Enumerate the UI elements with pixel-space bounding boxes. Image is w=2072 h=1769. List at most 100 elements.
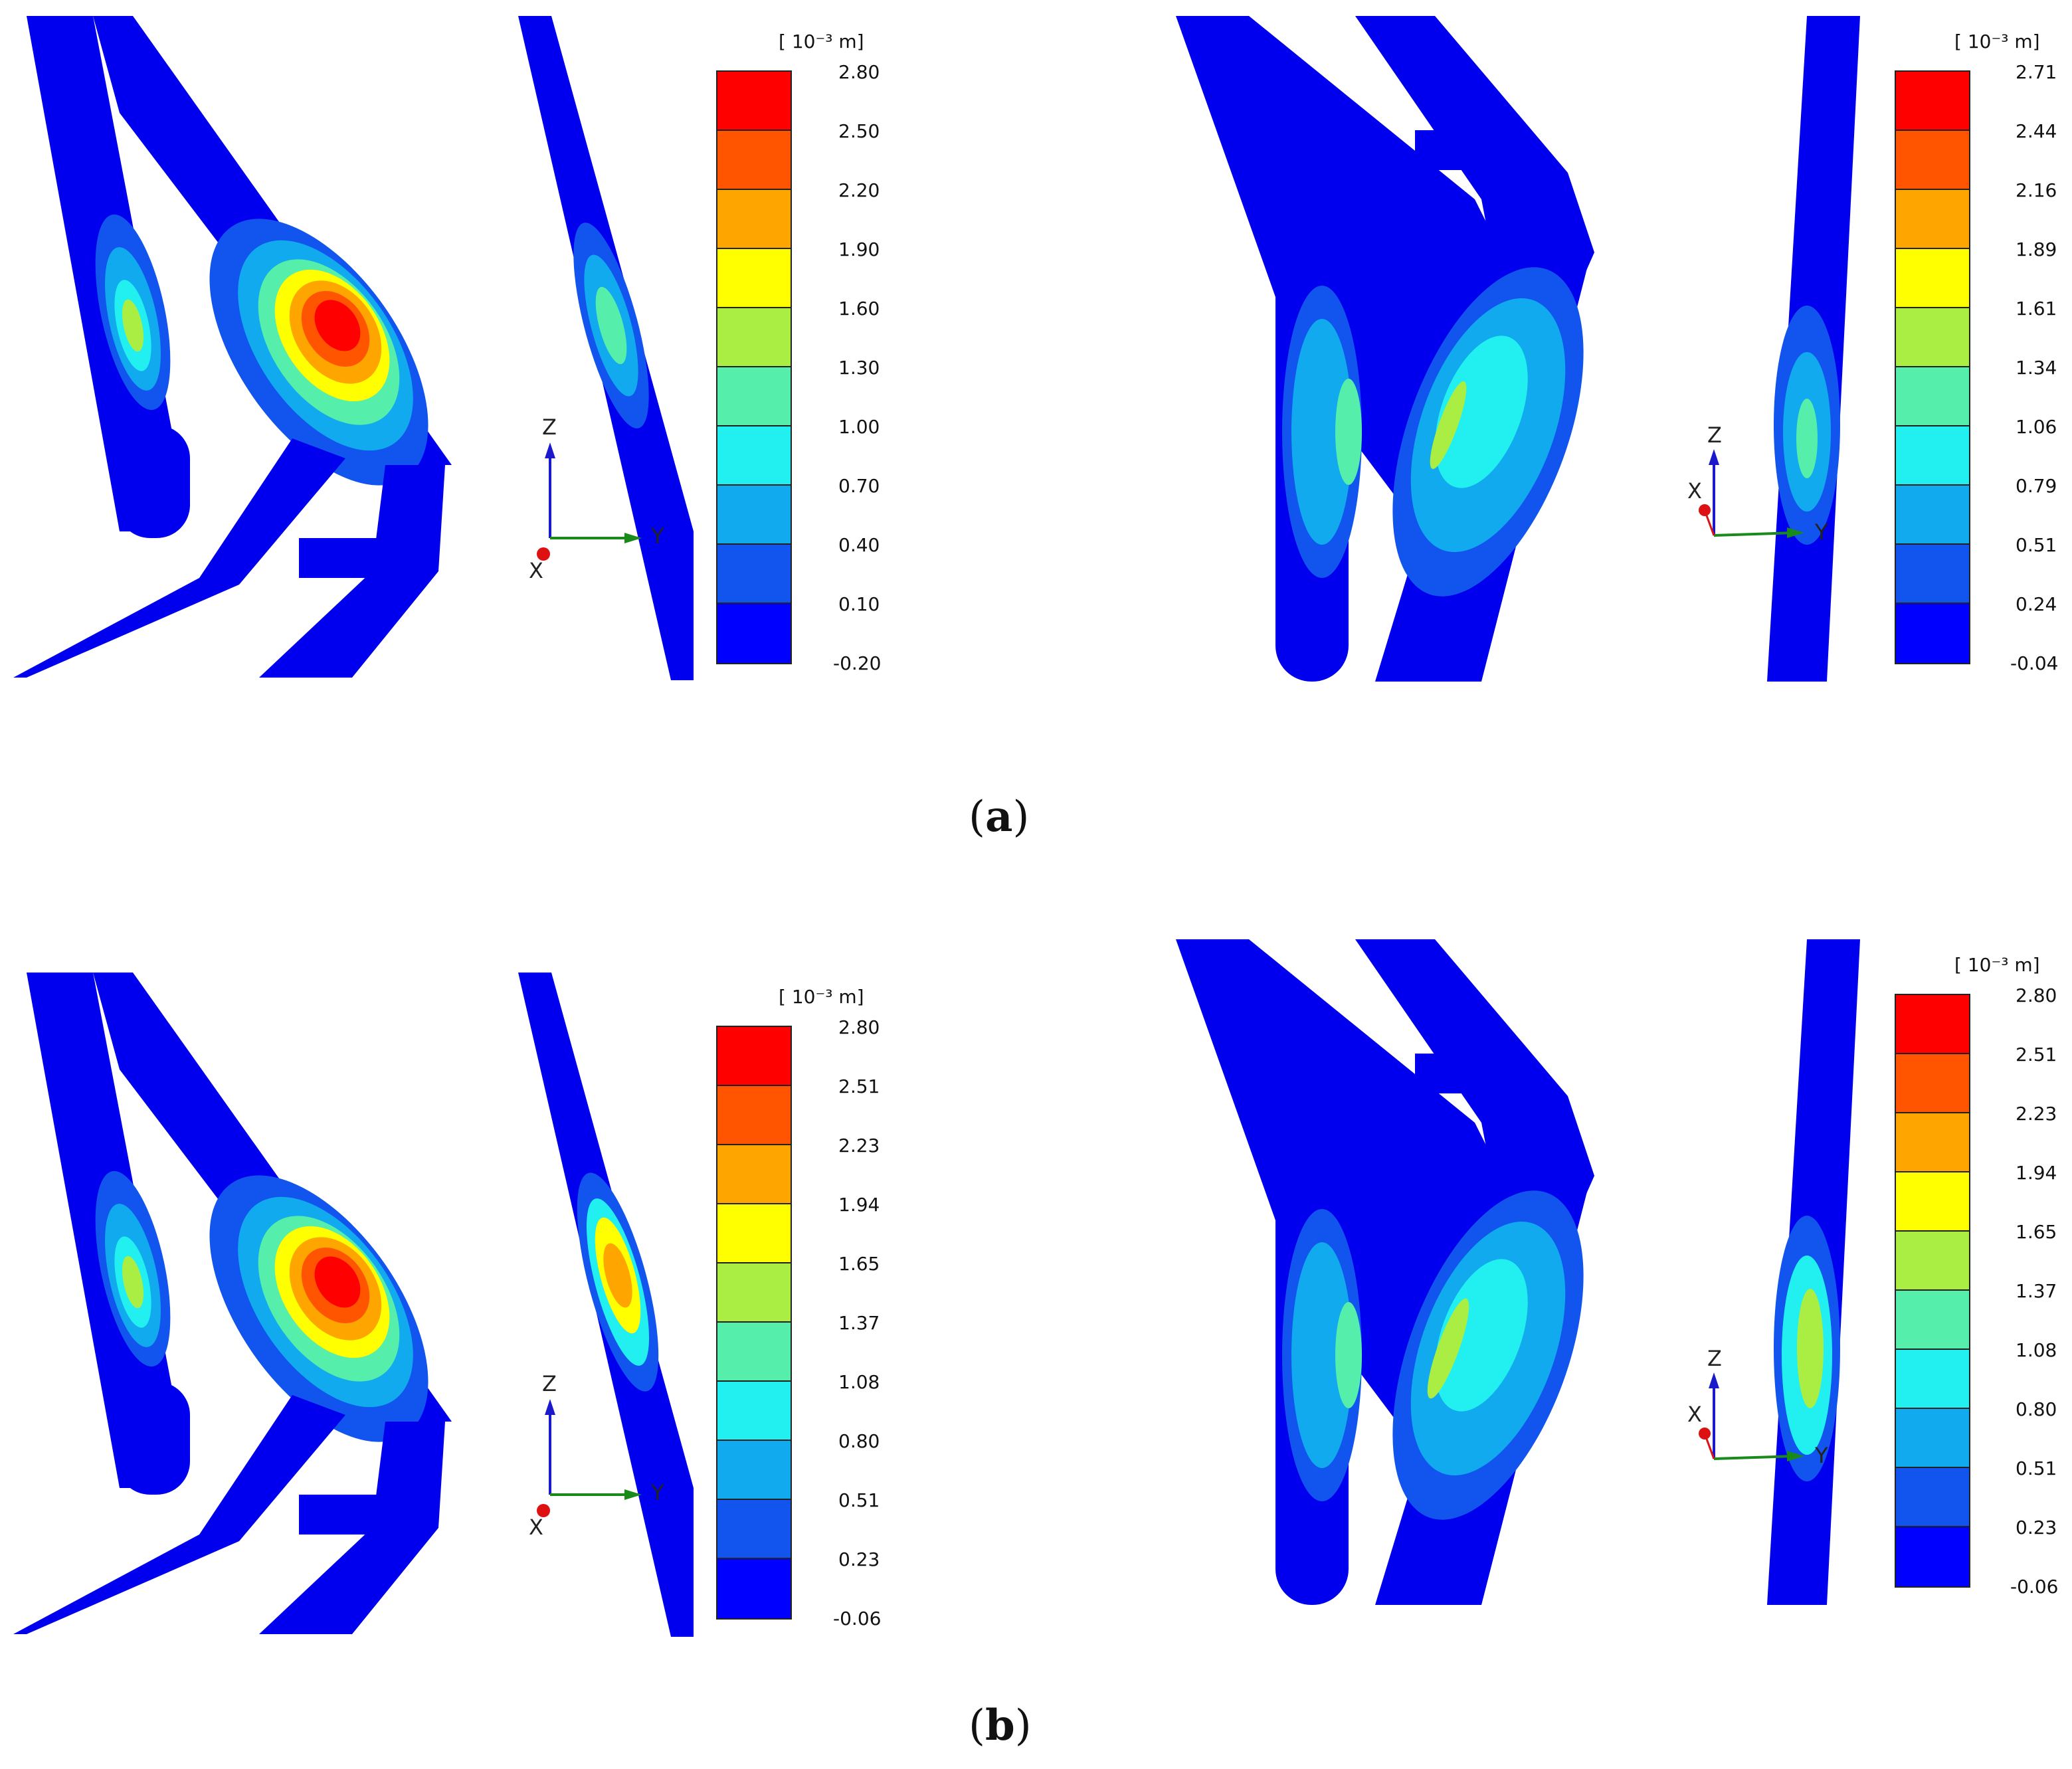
colorbar-tick: 2.44	[2016, 120, 2057, 142]
axis-y-label: Y	[651, 1480, 664, 1505]
contour-plot-a-right	[1176, 16, 1860, 682]
colorbar-tick: 0.70	[838, 475, 880, 497]
colorbar-tick: -0.06	[833, 1608, 882, 1629]
colorbar-a-left	[716, 70, 792, 664]
colorbar-segment	[717, 1145, 791, 1204]
colorbar-tick: 1.08	[838, 1371, 880, 1393]
axis-y-label: Y	[1815, 519, 1828, 545]
colorbar-segment	[1896, 604, 1969, 663]
axis-y-label: Y	[1815, 1443, 1828, 1468]
colorbar-b-left	[716, 1026, 792, 1620]
panel-a-right: Z Y X [ 10⁻³ m] 2.71 2.44 2.16 1.89 1.61…	[1169, 0, 2059, 704]
colorbar-b-right	[1895, 994, 1970, 1588]
colorbar-segment	[1896, 308, 1969, 367]
axis-x-label: X	[529, 1515, 543, 1540]
colorbar-segment	[717, 1441, 791, 1500]
colorbar-tick: 1.06	[2016, 416, 2057, 438]
colorbar-segment	[1896, 545, 1969, 604]
colorbar-tick: 0.79	[2016, 475, 2057, 497]
colorbar-segment	[717, 72, 791, 131]
colorbar-segment	[1896, 1409, 1969, 1468]
colorbar-segment	[717, 426, 791, 486]
colorbar-segment	[1896, 1113, 1969, 1172]
colorbar-segment	[717, 131, 791, 190]
colorbar-segment	[717, 1559, 791, 1618]
axis-triad-a-right: Z Y X	[1687, 422, 1834, 598]
axis-x-label: X	[1687, 1402, 1702, 1427]
colorbar-segment	[717, 1027, 791, 1086]
colorbar-tick: 1.65	[2016, 1221, 2057, 1243]
colorbar-segment	[1896, 190, 1969, 249]
colorbar-tick: 2.71	[2016, 61, 2057, 83]
colorbar-segment	[717, 1086, 791, 1145]
axis-z-label: Z	[1707, 1346, 1722, 1371]
colorbar-tick: 1.37	[2016, 1280, 2057, 1302]
colorbar-tick: 1.30	[838, 357, 880, 379]
colorbar-tick: 2.50	[838, 120, 880, 142]
axis-z-label: Z	[1707, 422, 1722, 448]
colorbar-tick: 0.23	[2016, 1517, 2057, 1538]
colorbar-segment	[1896, 1468, 1969, 1527]
colorbar-segment	[1896, 426, 1969, 486]
colorbar-tick: 1.00	[838, 416, 880, 438]
colorbar-unit: [ 10⁻³ m]	[779, 31, 864, 52]
contour-plot-b-right	[1176, 939, 1860, 1605]
colorbar-tick: 0.51	[2016, 534, 2057, 556]
panel-a-left: Z Y X [ 10⁻³ m] 2.80 2.50 2.20 1.90 1.60…	[0, 0, 890, 704]
axis-triad-a-left: Z Y X	[518, 412, 664, 585]
colorbar-tick: -0.04	[2010, 652, 2059, 674]
colorbar-tick: 2.23	[2016, 1103, 2057, 1125]
colorbar-tick: 2.51	[2016, 1044, 2057, 1066]
colorbar-unit: [ 10⁻³ m]	[1954, 954, 2040, 976]
panel-b-left: Z Y X [ 10⁻³ m] 2.80 2.51 2.23 1.94 1.65…	[0, 957, 890, 1661]
colorbar-tick: 2.80	[838, 1016, 880, 1038]
colorbar-segment	[717, 1500, 791, 1559]
colorbar-tick: 1.90	[838, 238, 880, 260]
colorbar-segment	[1896, 995, 1969, 1054]
contour-plot-b-left	[13, 973, 694, 1637]
colorbar-tick: -0.06	[2010, 1576, 2059, 1598]
colorbar-tick: 1.89	[2016, 238, 2057, 260]
colorbar-tick: 1.34	[2016, 357, 2057, 379]
colorbar-tick: 1.94	[2016, 1162, 2057, 1184]
colorbar-a-right	[1895, 70, 1970, 664]
colorbar-tick: -0.20	[833, 652, 882, 674]
colorbar-tick: 0.80	[838, 1430, 880, 1452]
colorbar-segment	[717, 367, 791, 426]
colorbar-tick: 2.80	[838, 61, 880, 83]
caption-a: (a)	[969, 792, 1030, 842]
axis-x-label: X	[529, 558, 543, 583]
colorbar-tick: 1.60	[838, 298, 880, 320]
colorbar-segment	[717, 545, 791, 604]
colorbar-segment	[717, 1323, 791, 1382]
colorbar-tick: 0.10	[838, 593, 880, 615]
colorbar-segment	[1896, 1232, 1969, 1291]
caption-b: (b)	[969, 1701, 1032, 1750]
colorbar-segment	[717, 308, 791, 367]
colorbar-tick: 1.08	[2016, 1339, 2057, 1361]
axis-triad-b-left: Z Y X	[518, 1368, 664, 1541]
colorbar-tick: 0.80	[2016, 1398, 2057, 1420]
colorbar-segment	[1896, 72, 1969, 131]
colorbar-tick: 1.94	[838, 1194, 880, 1216]
colorbar-segment	[717, 190, 791, 249]
colorbar-tick: 1.65	[838, 1253, 880, 1275]
contour-plot-a-left	[13, 16, 694, 680]
colorbar-segment	[1896, 1172, 1969, 1232]
colorbar-segment	[1896, 249, 1969, 308]
colorbar-segment	[717, 604, 791, 663]
colorbar-tick: 0.51	[2016, 1457, 2057, 1479]
colorbar-tick: 0.23	[838, 1548, 880, 1570]
colorbar-segment	[717, 1263, 791, 1323]
axis-y-label: Y	[651, 523, 664, 549]
colorbar-segment	[1896, 1291, 1969, 1350]
colorbar-segment	[717, 486, 791, 545]
colorbar-tick: 2.80	[2016, 984, 2057, 1006]
panel-b-right: Z Y X [ 10⁻³ m] 2.80 2.51 2.23 1.94 1.65…	[1169, 923, 2059, 1628]
colorbar-segment	[1896, 486, 1969, 545]
colorbar-tick: 2.51	[838, 1075, 880, 1097]
colorbar-tick: 2.20	[838, 179, 880, 201]
colorbar-segment	[1896, 1054, 1969, 1113]
colorbar-unit: [ 10⁻³ m]	[779, 986, 864, 1008]
colorbar-tick: 0.51	[838, 1489, 880, 1511]
